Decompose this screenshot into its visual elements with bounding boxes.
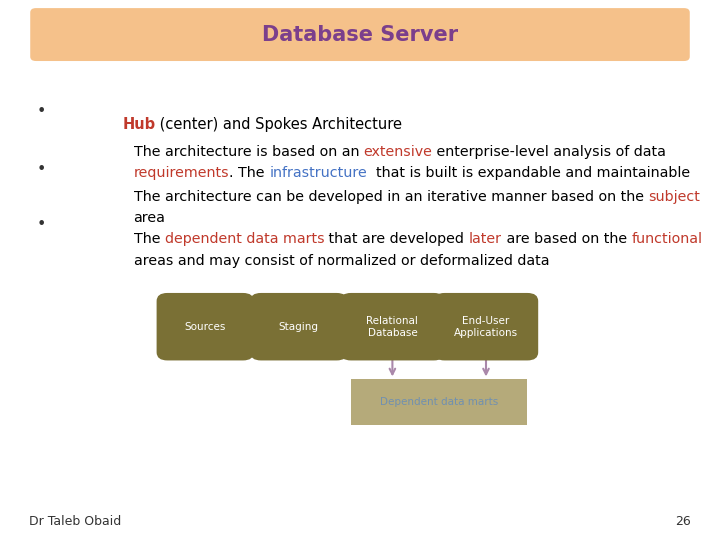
Text: Database Server: Database Server xyxy=(262,24,458,45)
FancyBboxPatch shape xyxy=(341,293,445,361)
Text: areas and may consist of normalized or deformalized data: areas and may consist of normalized or d… xyxy=(133,254,549,268)
Text: infrastructure: infrastructure xyxy=(269,166,367,180)
Text: Dr Taleb Obaid: Dr Taleb Obaid xyxy=(29,515,121,528)
FancyBboxPatch shape xyxy=(156,293,253,361)
Text: Sources: Sources xyxy=(184,322,226,332)
Text: The architecture is based on an: The architecture is based on an xyxy=(133,145,364,159)
Text: that are developed: that are developed xyxy=(324,232,469,246)
Text: •: • xyxy=(37,104,46,119)
Text: •: • xyxy=(37,217,46,232)
FancyBboxPatch shape xyxy=(433,293,539,361)
Text: (center) and Spokes Architecture: (center) and Spokes Architecture xyxy=(156,117,402,132)
Text: Hub: Hub xyxy=(122,117,156,132)
Text: subject: subject xyxy=(648,190,700,204)
Text: 26: 26 xyxy=(675,515,691,528)
Text: Dependent data marts: Dependent data marts xyxy=(380,397,498,407)
FancyBboxPatch shape xyxy=(351,379,527,426)
Text: Staging: Staging xyxy=(279,322,319,332)
Text: The: The xyxy=(133,232,165,246)
Text: Relational
Database: Relational Database xyxy=(366,316,418,338)
Text: The architecture can be developed in an iterative manner based on the: The architecture can be developed in an … xyxy=(133,190,648,204)
Text: later: later xyxy=(469,232,502,246)
FancyBboxPatch shape xyxy=(30,8,690,61)
Text: functional: functional xyxy=(631,232,702,246)
Text: that is built is expandable and maintainable: that is built is expandable and maintain… xyxy=(367,166,690,180)
Text: End-User
Applications: End-User Applications xyxy=(454,316,518,338)
Text: are based on the: are based on the xyxy=(502,232,631,246)
Text: dependent data marts: dependent data marts xyxy=(165,232,324,246)
Text: extensive: extensive xyxy=(364,145,433,159)
Text: requirements: requirements xyxy=(133,166,229,180)
Text: •: • xyxy=(37,162,46,177)
Text: area: area xyxy=(133,211,166,225)
Text: enterprise-level analysis of data: enterprise-level analysis of data xyxy=(433,145,666,159)
FancyBboxPatch shape xyxy=(251,293,347,361)
Text: . The: . The xyxy=(229,166,269,180)
